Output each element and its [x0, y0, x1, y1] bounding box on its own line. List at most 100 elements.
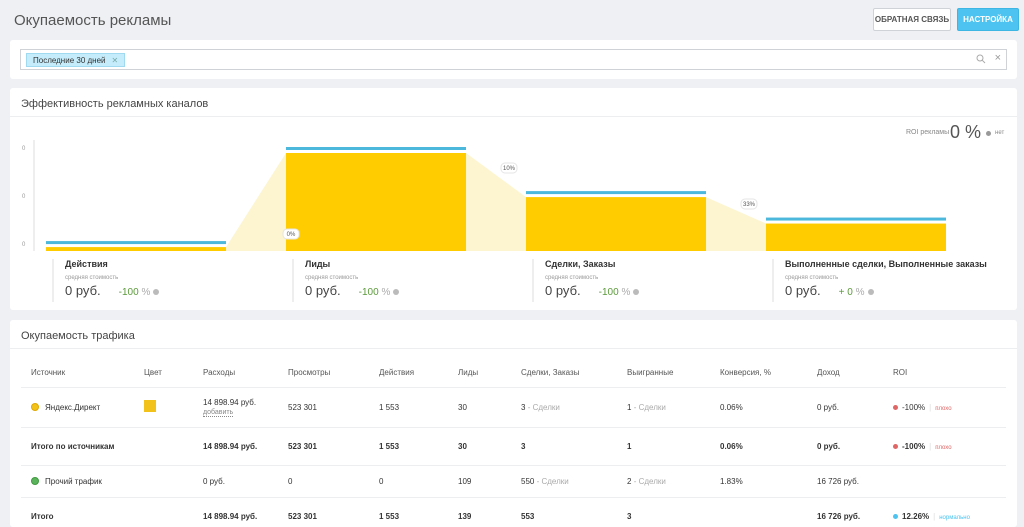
- stage-cost: 0 руб.: [785, 283, 821, 298]
- actions: 0: [369, 465, 448, 498]
- views: 0: [278, 465, 369, 498]
- stage-sub: средняя стоимость: [785, 275, 839, 281]
- col-header[interactable]: Лиды: [448, 358, 511, 388]
- won: 2: [627, 476, 632, 486]
- chip-remove-icon[interactable]: ✕: [111, 55, 119, 65]
- transition-area: [706, 197, 766, 251]
- deals: 3: [511, 427, 617, 466]
- col-header[interactable]: ROI: [883, 358, 1006, 388]
- source-name: Итого по источникам: [21, 427, 134, 466]
- col-header[interactable]: Конверсия, %: [710, 358, 807, 388]
- table-row: Итого 14 898.94 руб. 523 301 1 553 139 5…: [21, 497, 1006, 527]
- settings-button[interactable]: НАСТРОЙКА: [957, 8, 1019, 31]
- col-header[interactable]: Просмотры: [278, 358, 369, 388]
- income: 0 руб.: [807, 387, 883, 428]
- stage-name: Лиды: [305, 259, 331, 269]
- clear-icon[interactable]: ×: [994, 52, 1001, 64]
- stage-pct-unit: %: [381, 287, 391, 298]
- color-swatch[interactable]: [144, 400, 156, 412]
- stage-bar: [286, 153, 466, 251]
- stage-name: Действия: [65, 259, 108, 269]
- leads: 30: [448, 427, 511, 466]
- roi-dot: [893, 514, 898, 520]
- stage-sub: средняя стоимость: [305, 275, 359, 281]
- stage-bar: [46, 247, 226, 251]
- stage-cost: 0 руб.: [65, 283, 101, 298]
- won: 3: [627, 511, 632, 521]
- views: 523 301: [278, 427, 369, 466]
- roi-dot: [893, 404, 898, 410]
- won-suffix: - Сделки: [633, 402, 666, 412]
- feedback-button[interactable]: ОБРАТНАЯ СВЯЗЬ: [873, 8, 951, 31]
- info-icon[interactable]: [633, 289, 640, 296]
- transition-badge: [740, 198, 758, 210]
- source-name: Прочий трафик: [45, 476, 102, 486]
- actions: 1 553: [369, 387, 448, 428]
- stage-pct-unit: %: [855, 287, 865, 298]
- roi-status: нормально: [939, 514, 970, 521]
- traffic-table: Источник Цвет Расходы Просмотры Действия…: [21, 358, 1006, 527]
- roi-label: ROI рекламы: [906, 129, 950, 136]
- traffic-title: Окупаемость трафика: [21, 330, 135, 342]
- transition-label: 10%: [503, 166, 516, 172]
- conversion: 1.83%: [710, 465, 807, 498]
- col-header[interactable]: Цвет: [134, 358, 193, 388]
- col-header[interactable]: Сделки, Заказы: [511, 358, 617, 388]
- won: 1: [627, 402, 632, 412]
- col-header[interactable]: Выигранные: [617, 358, 710, 388]
- stage-bar-top: [286, 147, 466, 150]
- info-icon[interactable]: [393, 289, 400, 296]
- deals-suffix: - Сделки: [527, 402, 560, 412]
- roi: -100%: [902, 441, 926, 451]
- col-header[interactable]: Расходы: [193, 358, 278, 388]
- stage-cost: 0 руб.: [305, 283, 341, 298]
- y-tick-label: 0: [22, 242, 26, 248]
- income: 16 726 руб.: [817, 511, 861, 521]
- roi-status: плохо: [935, 444, 952, 451]
- search-icon[interactable]: [976, 54, 986, 64]
- period-chip[interactable]: Последние 30 дней ✕: [26, 53, 126, 67]
- y-tick-label: 0: [22, 146, 26, 152]
- transition-badge: [500, 162, 518, 174]
- roi: 12.26%: [902, 511, 930, 521]
- income: 16 726 руб.: [807, 465, 883, 498]
- source-name: Яндекс.Директ: [45, 402, 101, 412]
- filter-input[interactable]: Последние 30 дней ✕ ×: [20, 49, 1007, 70]
- info-icon[interactable]: [153, 289, 160, 296]
- leads: 30: [448, 387, 511, 428]
- income: 0 руб.: [807, 427, 883, 466]
- views: 523 301: [278, 387, 369, 428]
- stage-bar-top: [526, 191, 706, 195]
- actions: 1 553: [369, 427, 448, 466]
- stage-bar: [766, 223, 946, 251]
- table-header: Источник Цвет Расходы Просмотры Действия…: [21, 358, 1006, 388]
- filter-panel: Последние 30 дней ✕ ×: [10, 40, 1017, 79]
- won: 1: [617, 427, 710, 466]
- source-name: Итого: [31, 511, 54, 521]
- col-header[interactable]: Источник: [21, 358, 134, 388]
- expenses: 14 898.94 руб.: [203, 398, 257, 407]
- divider: [10, 116, 1017, 117]
- stage-leads: Лиды средняя стоимость 0 руб. -100 %: [305, 259, 535, 304]
- views: 523 301: [288, 511, 317, 521]
- info-icon[interactable]: [867, 289, 874, 296]
- roi-dot: [893, 443, 898, 449]
- won-suffix: - Сделки: [633, 476, 666, 486]
- stage-pct-unit: %: [621, 287, 631, 298]
- col-header[interactable]: Действия: [369, 358, 448, 388]
- conversion: 0.06%: [710, 387, 807, 428]
- roi: -100%: [902, 402, 926, 412]
- stage-pct: -100: [358, 287, 379, 298]
- col-header[interactable]: Доход: [807, 358, 883, 388]
- add-expense-link[interactable]: добавить: [203, 409, 234, 417]
- stage-completed-deals: Выполненные сделки, Выполненные заказы с…: [785, 259, 1015, 304]
- stage-bar: [526, 197, 706, 251]
- stage-name: Выполненные сделки, Выполненные заказы: [785, 259, 987, 269]
- y-tick-label: 0: [22, 194, 26, 200]
- stage-pct: + 0: [838, 287, 853, 298]
- roi-status-dot: [986, 131, 991, 136]
- top-bar: Окупаемость рекламы ОБРАТНАЯ СВЯЗЬ НАСТР…: [0, 0, 1024, 40]
- stage-name: Сделки, Заказы: [545, 259, 616, 269]
- table-row: Прочий трафик 0 руб. 0 0 109 550 - Сделк…: [21, 465, 1006, 498]
- stage-cost: 0 руб.: [545, 283, 581, 298]
